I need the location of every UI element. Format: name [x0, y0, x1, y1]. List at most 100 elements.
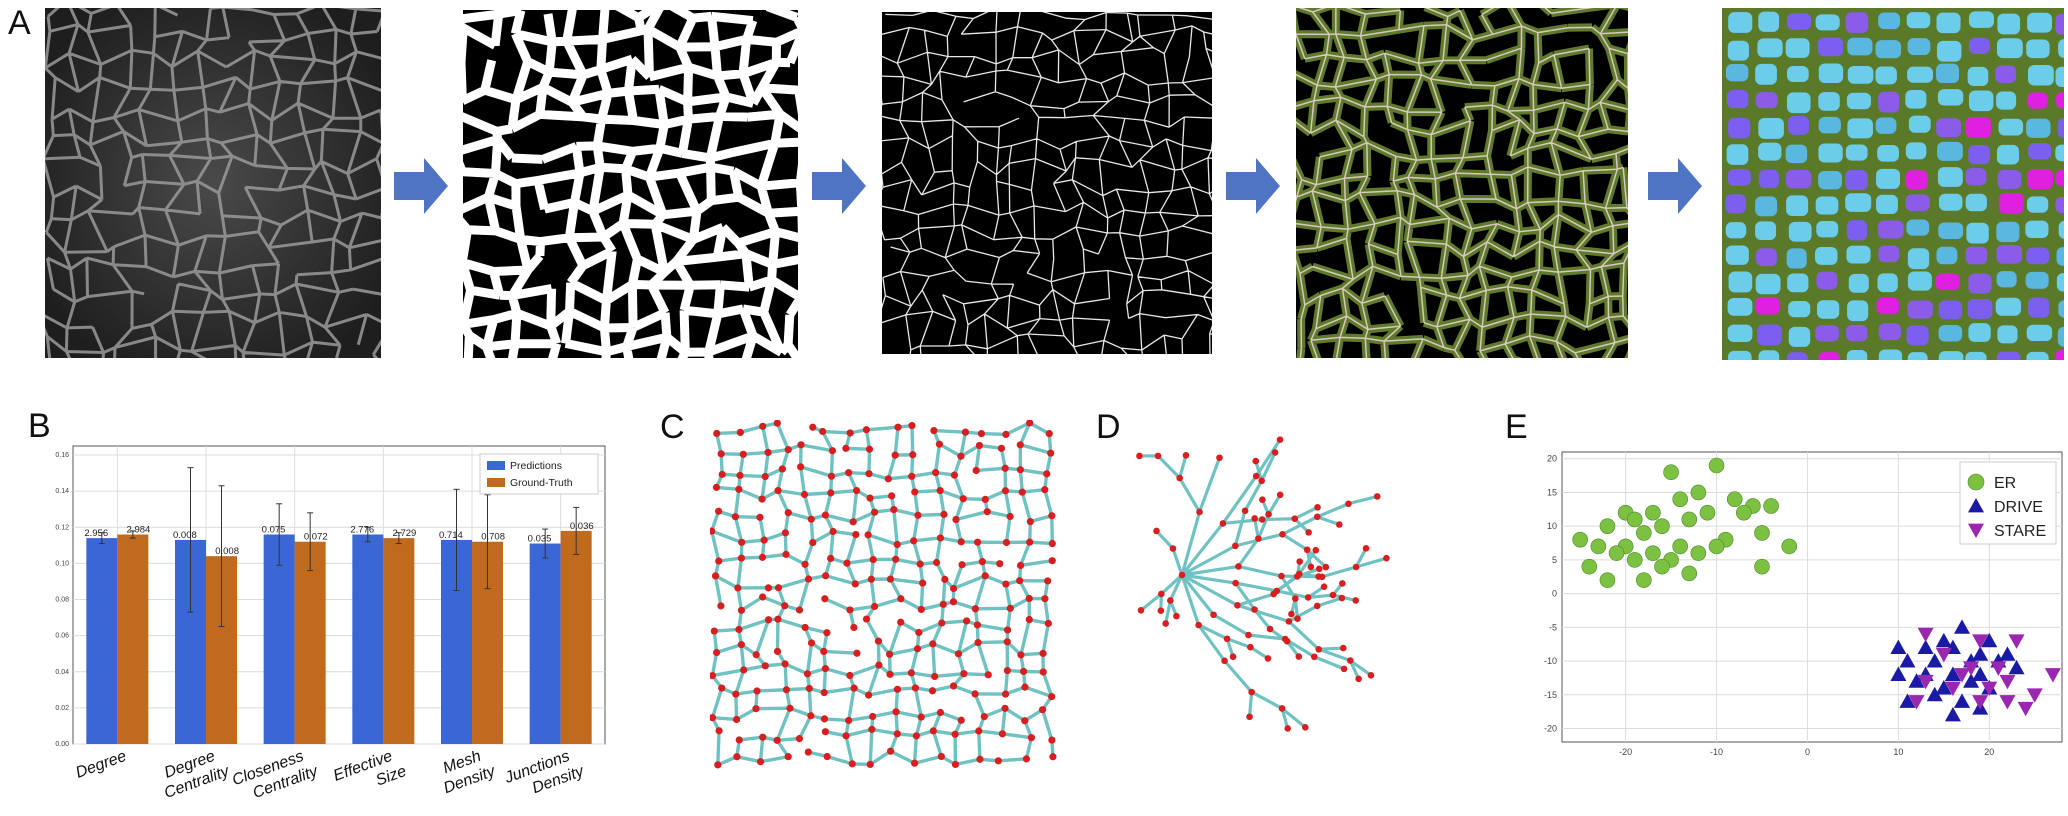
- graph-edge: [868, 687, 898, 697]
- graph-node: [935, 440, 944, 448]
- graph-edge: [998, 757, 1027, 763]
- graph-edge: [917, 512, 945, 517]
- tree-node: [1235, 563, 1242, 570]
- region-cell: [1816, 300, 1840, 319]
- mesh-lines: [45, 8, 381, 358]
- bar-value-label: 0.075: [262, 524, 286, 535]
- graph-edge: [1004, 583, 1012, 609]
- tree-edge: [1354, 547, 1368, 568]
- graph-edge: [712, 715, 737, 722]
- tree-edge: [1198, 457, 1221, 513]
- graph-node: [774, 584, 783, 592]
- graph-node: [994, 757, 1002, 765]
- region-cell: [1875, 117, 1897, 134]
- graph-edge: [845, 727, 873, 738]
- tree-node: [1248, 688, 1255, 696]
- graph-node: [714, 507, 723, 515]
- graph-node: [893, 685, 902, 693]
- tree-node: [1279, 531, 1286, 538]
- graph-edge: [797, 714, 813, 740]
- bar: [383, 538, 415, 744]
- y-tick-label: 0.08: [55, 597, 69, 604]
- graph-edge: [825, 574, 856, 586]
- panel-label-e: E: [1505, 408, 1528, 446]
- tree-edge: [1254, 438, 1282, 477]
- graph-edge: [713, 575, 723, 607]
- region-cell: [1906, 325, 1929, 346]
- region-cell: [1727, 324, 1753, 343]
- graph-node: [1017, 651, 1025, 659]
- tree-node: [1258, 516, 1266, 523]
- region-cell: [1997, 325, 2018, 344]
- graph-edge: [825, 513, 854, 524]
- graph-edge: [1029, 540, 1053, 546]
- region-cell: [1905, 194, 1930, 211]
- tree-node: [1276, 491, 1284, 499]
- graph-node: [1003, 666, 1011, 675]
- scatter-point: [1944, 707, 1961, 722]
- region-cell: [1876, 297, 1900, 315]
- region-cell: [1788, 221, 1812, 242]
- region-cell: [1755, 221, 1777, 240]
- graph-edge: [1003, 490, 1012, 517]
- graph-edge: [931, 622, 944, 645]
- graph-node: [1006, 604, 1014, 612]
- tree-edge: [1316, 596, 1343, 608]
- graph-node: [809, 538, 817, 547]
- graph-node: [736, 428, 744, 436]
- scatter-point: [1968, 498, 1984, 513]
- region-cell: [1996, 91, 2017, 110]
- graph-node: [715, 727, 723, 735]
- region-cell: [1877, 144, 1899, 162]
- graph-edge: [932, 642, 960, 656]
- region-cell: [1966, 222, 1989, 244]
- graph-node: [866, 760, 874, 769]
- graph-node: [784, 509, 792, 517]
- graph-edge: [711, 529, 743, 544]
- graph-node: [931, 672, 939, 681]
- region-cell: [1995, 65, 2017, 83]
- scatter-point: [1967, 473, 1985, 491]
- tree-node: [1264, 655, 1272, 662]
- panel-label-c: C: [660, 408, 685, 446]
- region-cell: [1786, 195, 1809, 217]
- graph-edge: [888, 474, 912, 481]
- tree-node: [1322, 563, 1330, 571]
- scatter-point: [1899, 693, 1916, 708]
- tree-edge: [1221, 475, 1258, 525]
- legend-label: Ground-Truth: [510, 477, 573, 489]
- region-cell: [2056, 92, 2064, 109]
- y-tick-label: 0.06: [55, 633, 69, 640]
- tree-node: [1265, 510, 1272, 518]
- graph-edge: [914, 754, 942, 765]
- graph-node: [759, 733, 767, 741]
- region-cell: [1968, 11, 1995, 28]
- graph-edge: [973, 575, 987, 610]
- scatter-point: [1954, 693, 1970, 708]
- region-cell: [1845, 193, 1872, 212]
- scatter-point: [1990, 661, 2007, 676]
- graph-node: [712, 483, 721, 491]
- y-tick-label: 0.00: [55, 741, 69, 748]
- tree-edge: [1267, 493, 1282, 516]
- region-cell: [1818, 143, 1843, 163]
- overlay-texture: [1296, 8, 1628, 358]
- tree-node: [1246, 713, 1253, 721]
- graph-node: [937, 752, 945, 761]
- region-cell: [1788, 300, 1811, 318]
- graph-node: [1026, 420, 1034, 427]
- graph-node: [981, 572, 989, 580]
- region-cell: [1878, 349, 1903, 360]
- graph-edge: [920, 602, 944, 612]
- graph-edge: [805, 642, 814, 675]
- region-cell: [2055, 144, 2064, 162]
- graph-edge: [1020, 468, 1048, 476]
- y-tick-label: 0.12: [55, 524, 69, 531]
- y-tick-label: 20: [1547, 454, 1557, 464]
- graph-edge: [979, 443, 1002, 451]
- region-cell: [1785, 169, 1812, 189]
- tree-edge: [1237, 537, 1260, 568]
- scatter-point: [1572, 531, 1588, 548]
- graph-node: [891, 451, 899, 459]
- region-cell: [1758, 11, 1780, 32]
